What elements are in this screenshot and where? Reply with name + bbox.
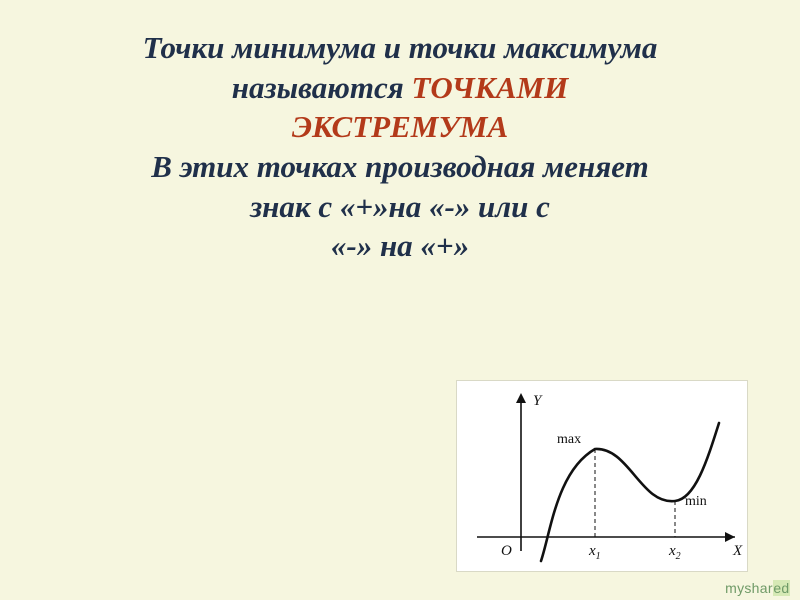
text-line-1: Точки минимума и точки максимума <box>143 30 658 65</box>
svg-text:O: O <box>501 543 512 559</box>
text-line-4: В этих точках производная меняет <box>151 149 648 184</box>
svg-text:x2: x2 <box>668 543 681 562</box>
watermark: myshared <box>725 580 790 596</box>
emphasis-word-2: ЭКСТРЕМУМА <box>292 109 508 144</box>
text-line-6: «-» на «+» <box>331 228 469 263</box>
svg-text:x1: x1 <box>588 543 601 562</box>
text-line-5: знак с «+»на «-» или с <box>250 189 550 224</box>
slide-text: Точки минимума и точки максимума называю… <box>0 0 800 266</box>
svg-text:min: min <box>685 494 707 509</box>
svg-text:Y: Y <box>533 393 543 409</box>
svg-text:X: X <box>732 543 743 559</box>
emphasis-word-1: ТОЧКАМИ <box>411 70 568 105</box>
graph-svg: Y X Omax min x1 x2 <box>457 381 747 571</box>
extremum-graph: Y X Omax min x1 x2 <box>456 380 748 572</box>
watermark-highlight: ed <box>773 580 790 596</box>
text-line-2a: называются <box>232 70 412 105</box>
watermark-prefix: myshar <box>725 580 773 596</box>
svg-text:max: max <box>557 432 581 447</box>
